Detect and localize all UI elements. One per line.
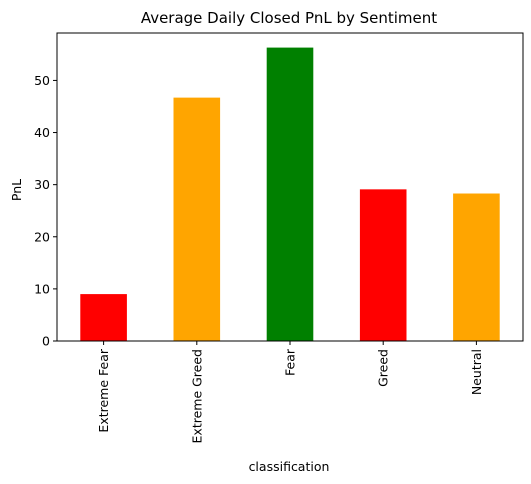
chart-title: Average Daily Closed PnL by Sentiment — [141, 9, 437, 27]
y-axis-title: PnL — [9, 179, 24, 201]
bar-neutral — [453, 193, 500, 341]
x-axis-title: classification — [249, 459, 330, 474]
y-tick-label: 0 — [42, 334, 50, 349]
y-axis: 0 10 20 30 40 50 — [34, 73, 57, 349]
bar-extreme-greed — [173, 97, 221, 341]
y-tick-label: 20 — [34, 229, 50, 244]
x-tick-label: Extreme Fear — [96, 348, 111, 432]
y-tick-label: 30 — [34, 177, 50, 192]
x-tick-label: Neutral — [469, 349, 484, 395]
y-tick-label: 10 — [34, 281, 50, 296]
bars-group — [80, 47, 500, 341]
plot-frame — [56, 32, 524, 342]
bar-greed — [359, 189, 407, 341]
x-tick-label: Extreme Greed — [189, 349, 204, 443]
x-tick-label: Greed — [376, 349, 391, 387]
y-tick-label: 40 — [34, 125, 50, 140]
x-axis: Extreme Fear Extreme Greed Fear Greed Neutra… — [96, 341, 484, 443]
bar-fear — [266, 47, 314, 341]
y-tick-label: 50 — [34, 73, 50, 88]
x-tick-label: Fear — [283, 348, 298, 376]
bar-extreme-fear — [80, 294, 127, 341]
